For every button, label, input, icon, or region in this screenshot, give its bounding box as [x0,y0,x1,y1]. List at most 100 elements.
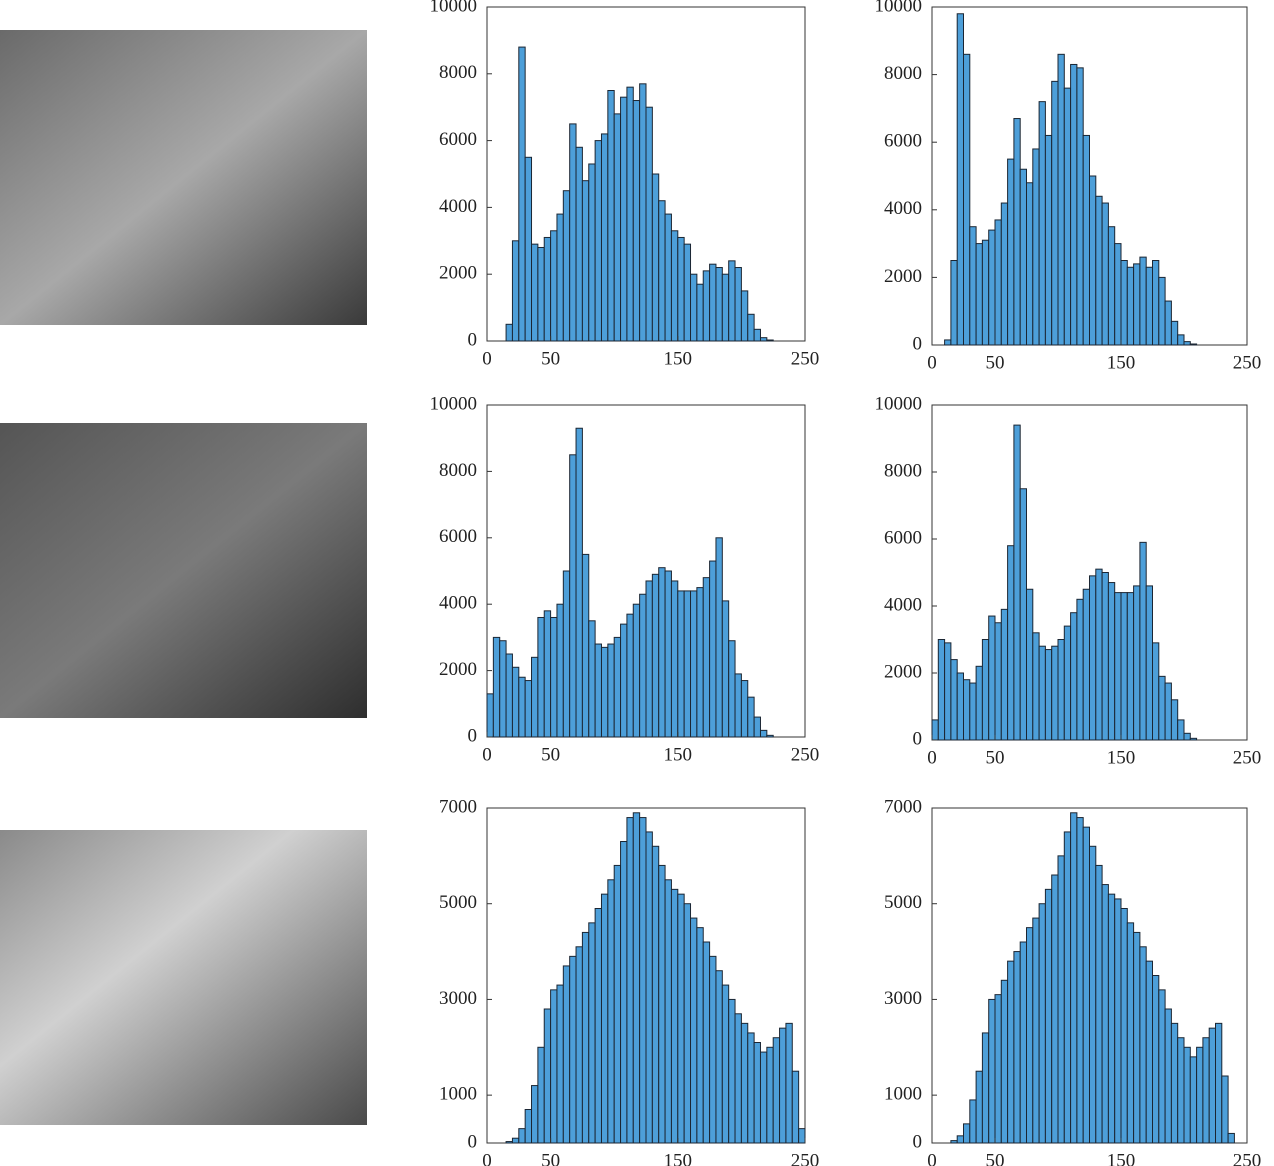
bar [594,643,602,738]
bar [677,893,685,1144]
bar [969,682,977,741]
bar [785,1022,793,1144]
bar [486,693,494,738]
bar [581,931,590,1144]
bar [1063,87,1072,346]
bar [696,587,704,738]
bar [1013,118,1021,346]
bar [1044,888,1053,1144]
x-tick-label: 0 [927,352,937,373]
x-tick-label: 150 [1107,1150,1136,1166]
bar [562,965,571,1144]
bar [791,1070,800,1144]
bar [1227,1132,1235,1144]
bar [937,639,946,741]
bar [505,653,513,738]
bar [575,427,583,738]
bar [683,903,692,1144]
x-tick-label: 50 [986,747,1005,768]
bar [600,893,609,1144]
x-tick-label: 250 [791,744,820,765]
bar [1089,575,1097,741]
bar [1057,639,1065,741]
bar [1095,864,1103,1144]
bar [1013,424,1021,741]
bar [1007,545,1015,741]
bar [988,615,996,741]
bar [664,879,672,1144]
bar [721,984,730,1144]
bar [588,922,596,1144]
bar [639,593,647,738]
y-tick-label: 6000 [439,129,477,150]
bar [683,243,692,342]
bar [537,246,545,342]
bar [1032,917,1040,1144]
bar [550,989,558,1144]
y-tick-label: 10000 [875,393,923,414]
bar [677,236,685,342]
bar [715,267,723,342]
bar [550,230,558,342]
x-tick-label: 250 [791,348,820,369]
bar [537,616,545,738]
bar [981,239,990,346]
bar [1164,300,1172,346]
bar [1082,588,1090,741]
bar [1145,960,1153,1144]
bar [658,864,666,1144]
bar [759,337,768,342]
y-tick-label: 8000 [439,62,477,83]
x-tick-label: 150 [1107,747,1136,768]
bar [981,639,990,741]
bar [505,1141,513,1144]
bar [543,236,552,342]
bar [1114,243,1122,346]
bar [613,636,622,738]
bar [651,573,660,738]
y-tick-label: 4000 [884,594,922,615]
x-tick-label: 150 [1107,352,1136,373]
bar [670,230,679,342]
y-tick-label: 3000 [884,988,922,1009]
bar [511,1137,520,1144]
bar [1007,158,1015,346]
bar [581,180,590,342]
bar [569,123,577,342]
bar [740,680,749,738]
y-tick-label: 10000 [430,0,478,16]
bar [709,560,717,738]
bar [696,927,704,1144]
bar [556,603,564,738]
bar [1038,903,1046,1144]
bar [626,817,634,1144]
x-tick-label: 50 [541,1150,560,1166]
bar [1221,1075,1229,1144]
y-tick-label: 10000 [875,0,923,16]
bar [1107,893,1116,1144]
bar [1170,699,1179,741]
x-tick-label: 50 [541,744,560,765]
bar [931,719,939,741]
bar [969,1099,977,1144]
bar [556,984,564,1144]
bar [1126,922,1135,1144]
bar [1000,608,1009,741]
bar [1063,831,1072,1144]
bar [1177,1037,1185,1144]
y-tick-label: 1000 [884,1084,922,1105]
bar [1145,585,1153,741]
bar [1057,53,1065,346]
bar [1019,941,1028,1144]
bar [798,1128,806,1144]
bar [1000,979,1009,1144]
y-tick-label: 8000 [884,460,922,481]
bar [600,133,609,342]
x-tick-label: 50 [986,1150,1005,1166]
y-tick-label: 4000 [884,198,922,219]
bar [594,908,602,1144]
bar [1177,719,1185,741]
bar [766,1046,774,1144]
bar [543,610,552,738]
